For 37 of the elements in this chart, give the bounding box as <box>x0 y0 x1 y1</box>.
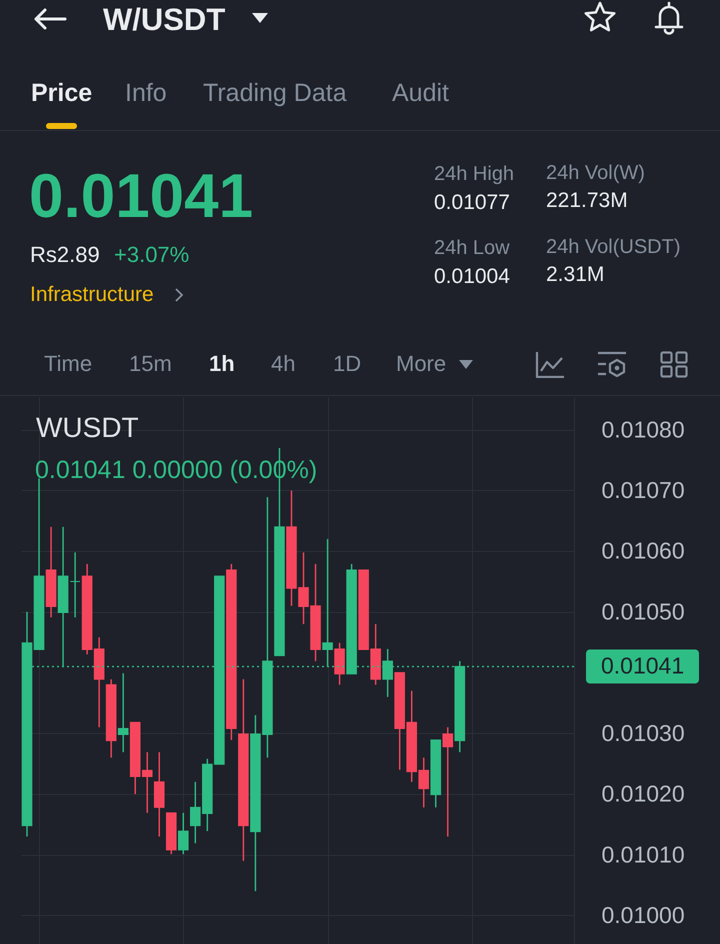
y-tick-label: 0.01050 <box>602 598 685 624</box>
y-tick-label: 0.01070 <box>602 476 685 503</box>
text: Time <box>44 351 92 376</box>
candlestick <box>178 812 189 855</box>
candlestick <box>442 726 454 838</box>
y-tick-label: 0.01010 <box>602 841 685 868</box>
ref-line-label: 0.01041 <box>601 652 684 679</box>
text: 0.01041 <box>29 162 254 231</box>
text: 24h Low <box>434 237 510 260</box>
text: More <box>396 351 446 376</box>
text: +3.07% <box>114 242 190 268</box>
text: 4h <box>271 351 296 376</box>
y-tick-label: 0.01060 <box>602 538 685 564</box>
text: 1D <box>333 351 362 376</box>
y-tick-label: 0.01030 <box>602 720 685 746</box>
candlestick <box>70 552 80 618</box>
text: Rs2.89 <box>30 242 100 268</box>
text: Price <box>31 78 92 107</box>
text: 0.01077 <box>434 191 510 214</box>
text: 1h <box>209 351 235 376</box>
text: Audit <box>392 78 449 107</box>
chart-title: W/USDT <box>103 2 226 37</box>
text: Infrastructure <box>30 283 154 306</box>
text: 24h High <box>434 163 514 186</box>
text: Trading Data <box>203 78 347 107</box>
text: 24h Vol(W) <box>546 162 645 184</box>
text: 24h Vol(USDT) <box>546 236 680 258</box>
candlestick <box>118 672 128 753</box>
text: 0.01004 <box>434 265 510 288</box>
text: Info <box>125 78 167 107</box>
y-tick-label: 0.01000 <box>602 902 685 928</box>
text: 15m <box>129 351 172 376</box>
text: 221.73M <box>546 189 628 212</box>
y-tick-label: 0.01080 <box>602 416 685 442</box>
text: 2.31M <box>546 263 604 286</box>
text: WUSDT <box>36 412 139 444</box>
y-tick-label: 0.01020 <box>602 780 685 807</box>
